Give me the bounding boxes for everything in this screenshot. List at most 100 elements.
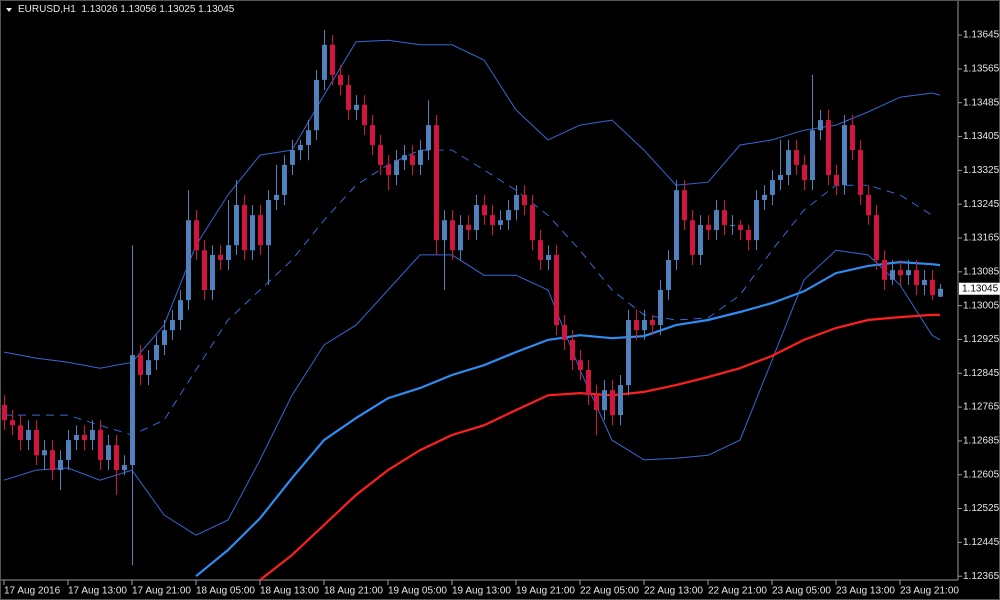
candle-body	[74, 435, 79, 441]
y-tick-label: 1.13645	[963, 30, 1000, 41]
candle-body	[690, 220, 695, 255]
candle-body	[90, 429, 95, 441]
candle-body	[482, 205, 487, 216]
x-tick-label: 19 Aug 05:00	[388, 586, 447, 597]
candle-body	[386, 164, 391, 176]
y-tick-label: 1.12605	[963, 469, 1000, 480]
x-tick-label: 23 Aug 21:00	[900, 586, 959, 597]
y-tick-label: 1.13165	[963, 233, 1000, 244]
candle-body	[674, 190, 679, 260]
x-tick-label: 18 Aug 21:00	[324, 586, 383, 597]
candle-body	[18, 425, 23, 441]
candle-body	[26, 429, 31, 441]
candle-body	[258, 215, 263, 246]
candle-body	[306, 130, 311, 145]
candle-body	[842, 125, 847, 186]
y-tick-label: 1.12845	[963, 368, 1000, 379]
candle-body	[242, 205, 247, 251]
candle-body	[658, 290, 663, 326]
menu-icon	[6, 8, 12, 12]
candle-body	[450, 220, 455, 251]
candle-body	[314, 79, 319, 131]
candle-body	[938, 288, 943, 297]
candle-body	[930, 279, 935, 296]
candle-body	[354, 104, 359, 110]
candle-body	[146, 360, 151, 375]
candle-body	[466, 224, 471, 230]
candle-body	[914, 270, 919, 285]
candle-body	[282, 164, 287, 195]
y-tick-label: 1.12525	[963, 503, 1000, 514]
candle-body	[114, 445, 119, 471]
candle-body	[2, 404, 7, 421]
candle-body	[874, 215, 879, 260]
candle-body	[522, 194, 527, 206]
candle-body	[602, 390, 607, 411]
candle-body	[506, 210, 511, 221]
x-tick-label: 22 Aug 21:00	[708, 586, 767, 597]
candle-body	[754, 199, 759, 241]
candle-body	[786, 150, 791, 176]
candle-body	[106, 445, 111, 460]
candle-body	[722, 210, 727, 225]
candle-body	[586, 369, 591, 396]
candle-body	[514, 194, 519, 211]
candle-body	[178, 300, 183, 321]
candle-body	[394, 160, 399, 176]
x-tick-label: 17 Aug 13:00	[68, 586, 127, 597]
candle-body	[362, 104, 367, 126]
candle-body	[778, 175, 783, 181]
candle-body	[274, 194, 279, 200]
x-tick-label: 17 Aug 2016	[4, 586, 61, 597]
candle-body	[802, 164, 807, 181]
candle-body	[794, 150, 799, 165]
candle-body	[562, 325, 567, 340]
candle-body	[626, 320, 631, 386]
candle-body	[578, 360, 583, 370]
high: 1.13056	[120, 4, 157, 15]
candle-body	[442, 220, 447, 241]
y-tick-label: 1.13005	[963, 300, 1000, 311]
candle-body	[898, 270, 903, 276]
candle-body	[58, 459, 63, 471]
candle-body	[170, 320, 175, 331]
candle-body	[762, 194, 767, 200]
indicator-line	[3, 249, 941, 536]
candle-body	[634, 320, 639, 331]
x-tick-label: 19 Aug 13:00	[452, 586, 511, 597]
candle-body	[882, 259, 887, 280]
candle-body	[338, 74, 343, 85]
candle-body	[650, 320, 655, 326]
candle-body	[666, 259, 671, 290]
y-tick-label: 1.13405	[963, 131, 1000, 142]
candle-body	[834, 175, 839, 186]
indicator-line	[259, 313, 940, 580]
x-tick-label: 18 Aug 13:00	[260, 586, 319, 597]
candle-body	[682, 190, 687, 221]
candle-body	[826, 120, 831, 176]
candle-body	[330, 44, 335, 75]
candle-body	[730, 224, 735, 226]
candle-body	[346, 84, 351, 110]
symbol-header: EURUSD,H1 1.13026 1.13056 1.13025 1.1304…	[18, 4, 234, 15]
close: 1.13045	[198, 4, 235, 15]
candle-body	[434, 125, 439, 241]
candle-body	[98, 429, 103, 460]
candle-body	[370, 125, 375, 145]
candle-body	[810, 130, 815, 181]
candle-body	[42, 450, 47, 456]
candle-body	[82, 435, 87, 441]
candle-body	[538, 240, 543, 260]
symbol: EURUSD,H1	[18, 4, 76, 15]
candle-body	[138, 355, 143, 375]
candle-body	[850, 125, 855, 151]
candle-body	[154, 344, 159, 361]
y-tick-label: 1.12365	[963, 571, 1000, 582]
candle-body	[290, 150, 295, 165]
x-tick-label: 22 Aug 13:00	[644, 586, 703, 597]
candle-body	[226, 245, 231, 260]
indicator-line	[3, 39, 941, 369]
x-tick-label: 23 Aug 05:00	[772, 586, 831, 597]
